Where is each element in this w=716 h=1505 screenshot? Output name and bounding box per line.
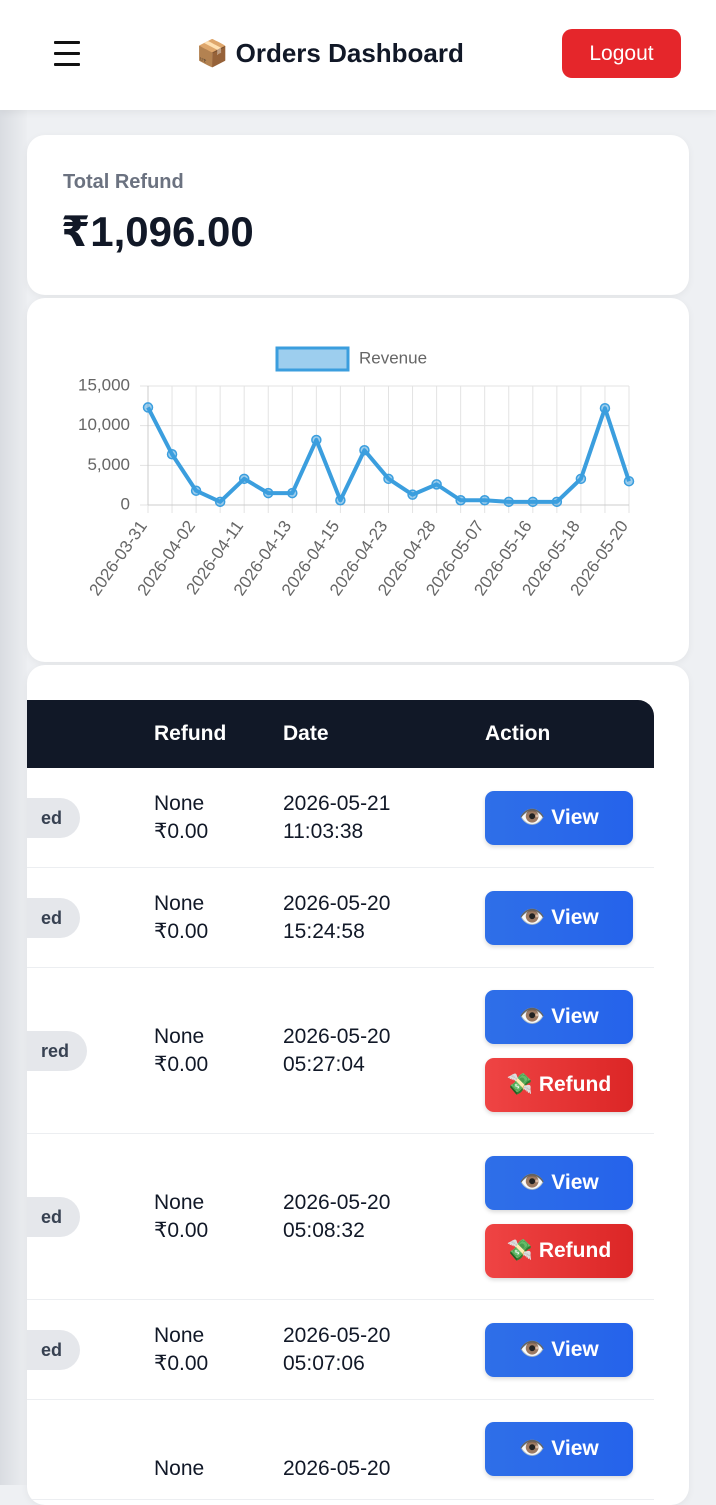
view-button[interactable]: 👁️ View	[485, 1422, 633, 1476]
point	[479, 494, 490, 506]
point	[359, 445, 370, 456]
column-header: Date	[283, 722, 329, 745]
y-tick-label: 15,000	[78, 375, 130, 394]
order-time: 05:27:04	[283, 1053, 365, 1076]
column-header: Action	[485, 722, 551, 745]
y-tick-label: 5,000	[87, 455, 130, 474]
point	[431, 479, 442, 490]
table-header: Refund Date Action	[27, 700, 654, 768]
chart-card: 0 5,000 10,000 15,000 2026-03-31 2026-04-02 20…	[27, 298, 689, 662]
menu-button[interactable]	[54, 41, 80, 74]
refund-amount: ₹0.00	[154, 920, 209, 943]
refund-amount: ₹0.00	[154, 1053, 209, 1076]
order-date: 2026-05-20	[283, 892, 391, 915]
refund-status: None	[154, 792, 205, 815]
table-row: ed None ₹0.00 2026-05-21 11:03:38 👁️ View	[27, 768, 654, 868]
point	[238, 473, 250, 485]
legend-label: Revenue	[359, 348, 427, 367]
table-row: ed None ₹0.00 2026-05-20 15:24:58 👁️ View	[27, 868, 654, 968]
refund-status: None	[154, 1324, 205, 1347]
y-tick-label: 10,000	[78, 415, 130, 434]
order-time: 11:03:38	[283, 820, 364, 843]
summary-value: ₹1,096.00	[61, 208, 254, 255]
point	[311, 434, 322, 446]
point	[623, 475, 635, 487]
point	[335, 494, 346, 506]
order-time: 15:24:58	[283, 920, 365, 943]
drawer-shadow	[0, 110, 27, 1485]
refund-status: None	[154, 1457, 205, 1480]
point	[287, 487, 298, 499]
status-badge: ed	[27, 1330, 81, 1370]
status-badge: red	[27, 1031, 88, 1071]
refund-status: None	[154, 1025, 205, 1048]
view-button[interactable]: 👁️ View	[485, 1156, 633, 1210]
point	[166, 448, 178, 460]
point	[575, 473, 587, 485]
order-time: 05:07:06	[283, 1352, 365, 1375]
refund-button[interactable]: 💸 Refund	[485, 1058, 633, 1112]
table-row: ed None ₹0.00 2026-05-20 05:07:06 👁️ View	[27, 1300, 654, 1400]
status-badge: ed	[27, 798, 81, 838]
status-badge: ed	[27, 1197, 81, 1237]
legend-swatch	[275, 346, 350, 372]
point	[527, 496, 539, 508]
point	[142, 402, 154, 413]
refund-amount: ₹0.00	[154, 820, 209, 843]
refund-button[interactable]: 💸 Refund	[485, 1224, 633, 1278]
page-title: 📦 Orders Dashboard	[196, 38, 464, 68]
chart: 05,00010,00015,0002026-03-312026-04-0220…	[78, 346, 635, 599]
status-badge: ed	[27, 898, 81, 938]
order-date: 2026-05-20	[283, 1025, 391, 1048]
refund-status: None	[154, 892, 205, 915]
order-date: 2026-05-21	[283, 792, 391, 815]
view-button[interactable]: 👁️ View	[485, 791, 633, 845]
view-button[interactable]: 👁️ View	[485, 891, 633, 945]
order-date: 2026-05-20	[283, 1324, 391, 1347]
logout-button[interactable]: Logout	[562, 29, 681, 78]
refund-amount: ₹0.00	[154, 1352, 209, 1375]
point	[407, 489, 418, 500]
column-header: Refund	[154, 722, 227, 745]
header: 📦 Orders Dashboard Logout	[0, 0, 716, 110]
order-time: 05:08:32	[283, 1219, 365, 1242]
point	[455, 494, 466, 506]
point	[599, 402, 611, 414]
point	[551, 496, 563, 508]
point	[383, 473, 394, 485]
order-date: 2026-05-20	[283, 1457, 391, 1480]
order-date: 2026-05-20	[283, 1191, 391, 1214]
table-row: red None ₹0.00 2026-05-20 05:27:04 👁️ View 💸 R…	[27, 968, 654, 1134]
y-tick-label: 0	[121, 494, 130, 513]
summary-label: Total Refund	[63, 171, 184, 193]
view-button[interactable]: 👁️ View	[485, 1323, 633, 1377]
summary-card: Total Refund ₹1,096.00	[27, 135, 689, 295]
table-card: Refund Date Action ed None ₹0.00 2026-05-21 11…	[27, 665, 689, 1505]
table-row: None 2026-05-20 👁️ View	[27, 1400, 654, 1500]
refund-status: None	[154, 1191, 205, 1214]
refund-amount: ₹0.00	[154, 1219, 209, 1242]
point	[503, 496, 514, 508]
view-button[interactable]: 👁️ View	[485, 990, 633, 1044]
table-row: ed None ₹0.00 2026-05-20 05:08:32 👁️ View 💸 Re…	[27, 1134, 654, 1300]
point	[214, 496, 226, 508]
point	[263, 487, 274, 499]
point	[190, 485, 202, 496]
